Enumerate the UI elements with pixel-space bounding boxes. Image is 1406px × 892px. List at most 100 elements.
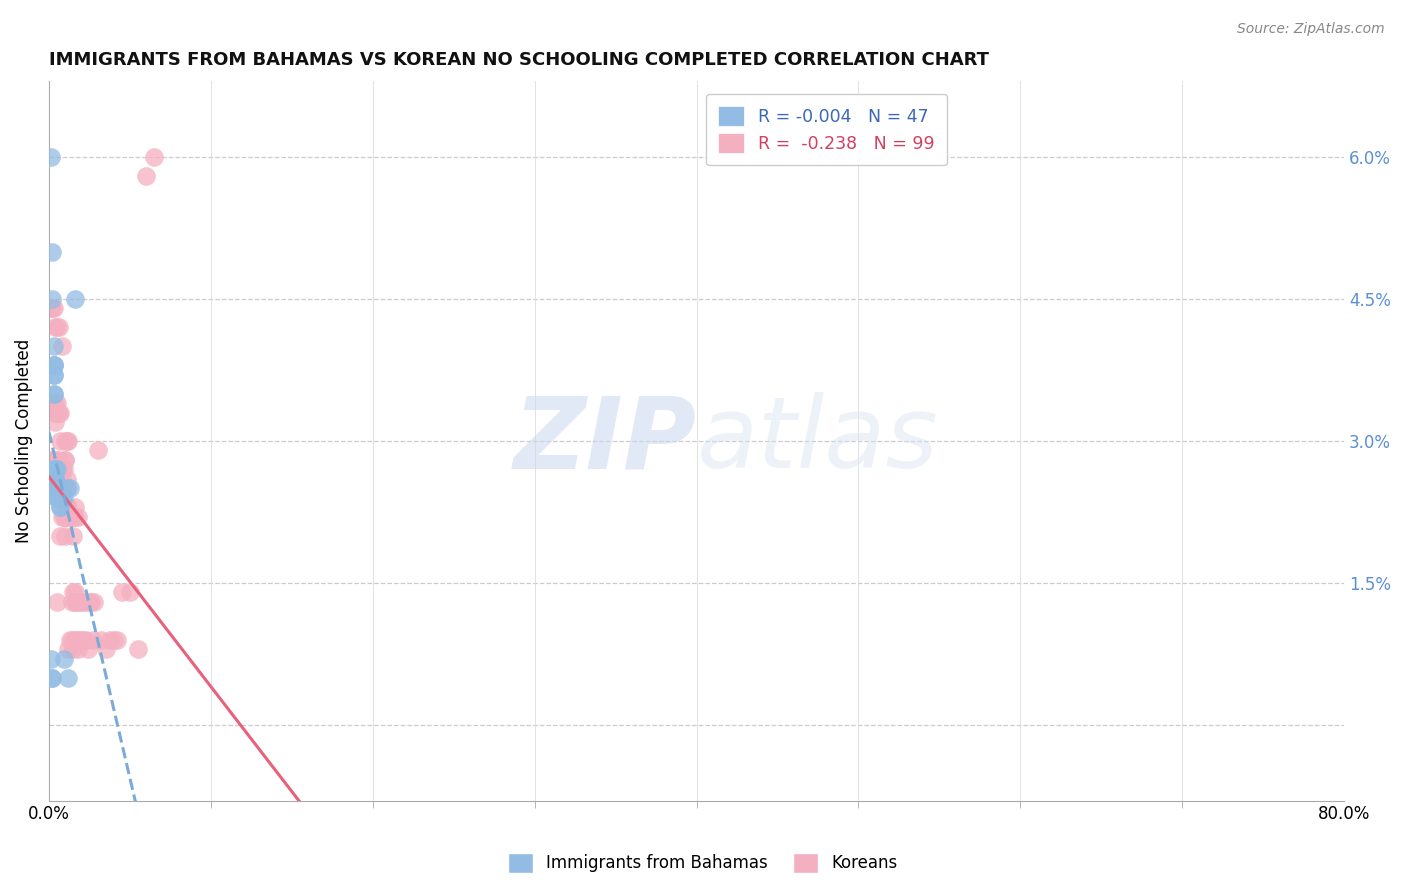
Point [46,320,69,334]
Point [48,491,70,505]
Point [48,481,70,495]
Point [53,528,76,542]
Point [46,481,69,495]
Point [103,632,125,647]
Legend: Immigrants from Bahamas, Koreans: Immigrants from Bahamas, Koreans [502,847,904,880]
Point [51,462,73,476]
Point [135,169,157,183]
Point [52,509,75,524]
Point [42,358,65,372]
Point [49,462,72,476]
Point [46,595,69,609]
Point [42,386,65,401]
Point [67,642,90,657]
Point [42,481,65,495]
Point [49,481,72,495]
Point [55,434,77,448]
Point [51,491,73,505]
Point [46,462,69,476]
Point [48,462,70,476]
Point [44,453,66,467]
Point [58,642,80,657]
Point [118,585,141,599]
Point [63,595,86,609]
Point [46,481,69,495]
Point [49,500,72,515]
Point [94,642,117,657]
Point [69,595,91,609]
Point [41,671,63,685]
Point [42,358,65,372]
Point [60,632,83,647]
Point [44,406,66,420]
Point [44,472,66,486]
Point [63,500,86,515]
Point [67,632,90,647]
Point [44,472,66,486]
Point [44,481,66,495]
Point [48,491,70,505]
Point [58,671,80,685]
Point [46,472,69,486]
Point [51,462,73,476]
Point [53,434,76,448]
Point [75,632,97,647]
Point [42,453,65,467]
Point [48,481,70,495]
Point [51,509,73,524]
Point [51,339,73,353]
Point [48,406,70,420]
Point [100,632,122,647]
Point [105,632,128,647]
Point [41,292,63,306]
Text: IMMIGRANTS FROM BAHAMAS VS KOREAN NO SCHOOLING COMPLETED CORRELATION CHART: IMMIGRANTS FROM BAHAMAS VS KOREAN NO SCH… [49,51,988,69]
Point [80,595,103,609]
Point [55,472,77,486]
Text: ZIP: ZIP [513,392,696,490]
Point [48,491,70,505]
Point [44,396,66,410]
Point [62,642,84,657]
Point [49,500,72,515]
Point [52,481,75,495]
Point [46,481,69,495]
Point [41,244,63,259]
Point [39,301,62,316]
Point [82,632,104,647]
Point [65,632,87,647]
Point [63,632,86,647]
Point [46,481,69,495]
Point [70,595,93,609]
Point [46,396,69,410]
Point [62,528,84,542]
Point [44,453,66,467]
Point [63,292,86,306]
Text: atlas: atlas [696,392,938,490]
Point [55,500,77,515]
Point [62,585,84,599]
Point [46,406,69,420]
Point [46,481,69,495]
Y-axis label: No Schooling Completed: No Schooling Completed [15,339,32,543]
Point [42,368,65,382]
Point [59,481,82,495]
Point [44,472,66,486]
Point [44,462,66,476]
Point [76,642,98,657]
Point [67,509,90,524]
Point [86,443,108,458]
Legend: R = -0.004   N = 47, R =  -0.238   N = 99: R = -0.004 N = 47, R = -0.238 N = 99 [706,94,946,165]
Point [42,339,65,353]
Point [59,632,82,647]
Point [48,481,70,495]
Point [60,509,83,524]
Point [79,595,101,609]
Point [53,453,76,467]
Point [49,406,72,420]
Point [39,453,62,467]
Point [44,462,66,476]
Point [72,632,94,647]
Point [143,150,166,164]
Point [111,585,134,599]
Point [83,595,105,609]
